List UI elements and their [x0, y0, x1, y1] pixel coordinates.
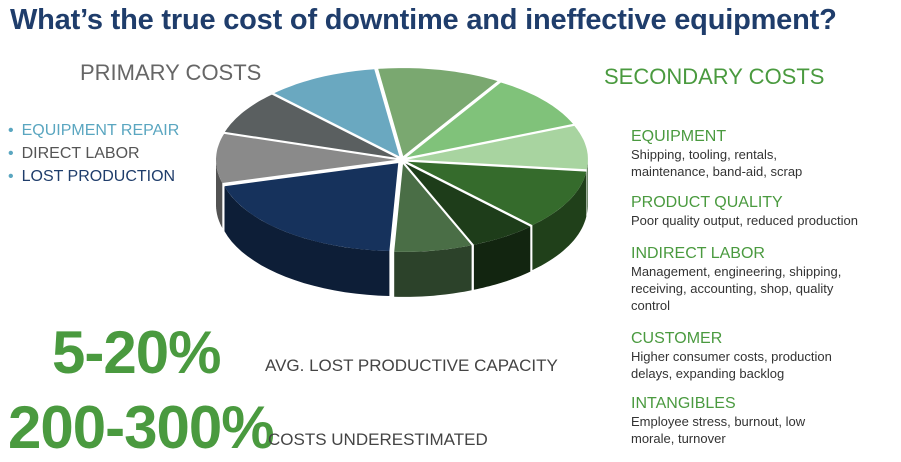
- stat-underestimated-caption: COSTS UNDERESTIMATED: [268, 430, 488, 449]
- secondary-item-title: PRODUCT QUALITY: [631, 194, 783, 211]
- secondary-item-desc: Shipping, tooling, rentals, maintenance,…: [631, 147, 803, 179]
- pie-slice-side: [216, 159, 223, 228]
- pie-slice: [407, 125, 588, 170]
- secondary-item-indirect-labor: INDIRECT LABOR Management, engineering, …: [631, 244, 856, 314]
- stat-underestimated-value: 200-300%: [8, 394, 275, 461]
- secondary-item-desc: Management, engineering, shipping, recei…: [631, 264, 842, 313]
- primary-item-label: DIRECT LABOR: [21, 145, 140, 162]
- pie-slice-side: [473, 226, 531, 290]
- secondary-item-intangibles: INTANGIBLES Employee stress, burnout, lo…: [631, 394, 841, 447]
- secondary-item-product-quality: PRODUCT QUALITY Poor quality output, red…: [631, 193, 901, 229]
- pie-slice: [394, 163, 472, 252]
- pie-slice: [405, 163, 531, 245]
- secondary-item-title: EQUIPMENT: [631, 128, 727, 145]
- stat-lost-capacity-value: 5-20%: [52, 319, 221, 386]
- secondary-item-title: INTANGIBLES: [631, 395, 736, 412]
- secondary-item-equipment: EQUIPMENT Shipping, tooling, rentals, ma…: [631, 127, 831, 180]
- primary-item-equipment-repair: • EQUIPMENT REPAIR: [8, 122, 180, 139]
- secondary-item-title: CUSTOMER: [631, 330, 723, 347]
- primary-item-direct-labor: • DIRECT LABOR: [8, 145, 140, 162]
- secondary-item-desc: Poor quality output, reduced production: [631, 213, 858, 228]
- pie-slice-side: [532, 171, 587, 271]
- pie-slice-side: [586, 159, 588, 215]
- pie-slice: [407, 161, 587, 226]
- pie-slice: [378, 68, 498, 157]
- pie-slice: [274, 69, 400, 157]
- secondary-costs-heading: SECONDARY COSTS: [604, 64, 825, 89]
- primary-item-label: EQUIPMENT REPAIR: [21, 122, 180, 139]
- pie-slice: [216, 133, 397, 183]
- pie-slice: [224, 94, 397, 158]
- primary-item-lost-production: • LOST PRODUCTION: [8, 168, 176, 185]
- pie-slice: [224, 163, 399, 251]
- secondary-item-title: INDIRECT LABOR: [631, 245, 765, 262]
- pie-slice-side: [394, 245, 472, 297]
- secondary-item-desc: Higher consumer costs, production delays…: [631, 349, 832, 381]
- stat-lost-capacity-caption: AVG. LOST PRODUCTIVE CAPACITY: [265, 356, 558, 375]
- secondary-item-customer: CUSTOMER Higher consumer costs, producti…: [631, 329, 871, 382]
- pie-slice: [406, 82, 573, 158]
- primary-item-label: LOST PRODUCTION: [21, 168, 176, 185]
- pie-slice-side: [224, 186, 390, 296]
- page-title: What’s the true cost of downtime and ine…: [10, 4, 837, 36]
- secondary-item-desc: Employee stress, burnout, low morale, tu…: [631, 414, 806, 446]
- primary-costs-heading: PRIMARY COSTS: [80, 60, 262, 85]
